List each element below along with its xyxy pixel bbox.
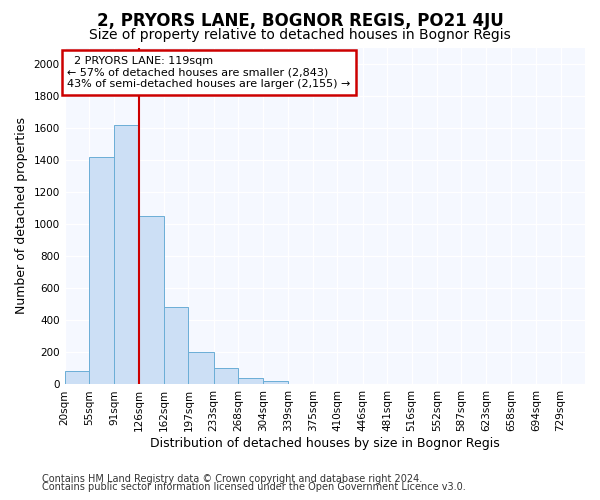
Bar [115,124,139,384]
Bar [263,381,288,384]
Text: 2, PRYORS LANE, BOGNOR REGIS, PO21 4JU: 2, PRYORS LANE, BOGNOR REGIS, PO21 4JU [97,12,503,30]
Y-axis label: Number of detached properties: Number of detached properties [15,118,28,314]
Bar [238,378,263,384]
Bar [139,216,164,384]
Bar [188,352,214,384]
Text: 2 PRYORS LANE: 119sqm  
← 57% of detached houses are smaller (2,843)
43% of semi: 2 PRYORS LANE: 119sqm ← 57% of detached … [67,56,350,89]
Text: Size of property relative to detached houses in Bognor Regis: Size of property relative to detached ho… [89,28,511,42]
Text: Contains HM Land Registry data © Crown copyright and database right 2024.: Contains HM Land Registry data © Crown c… [42,474,422,484]
Bar [65,371,89,384]
X-axis label: Distribution of detached houses by size in Bognor Regis: Distribution of detached houses by size … [150,437,500,450]
Bar [89,156,115,384]
Text: Contains public sector information licensed under the Open Government Licence v3: Contains public sector information licen… [42,482,466,492]
Bar [164,308,188,384]
Bar [214,368,238,384]
